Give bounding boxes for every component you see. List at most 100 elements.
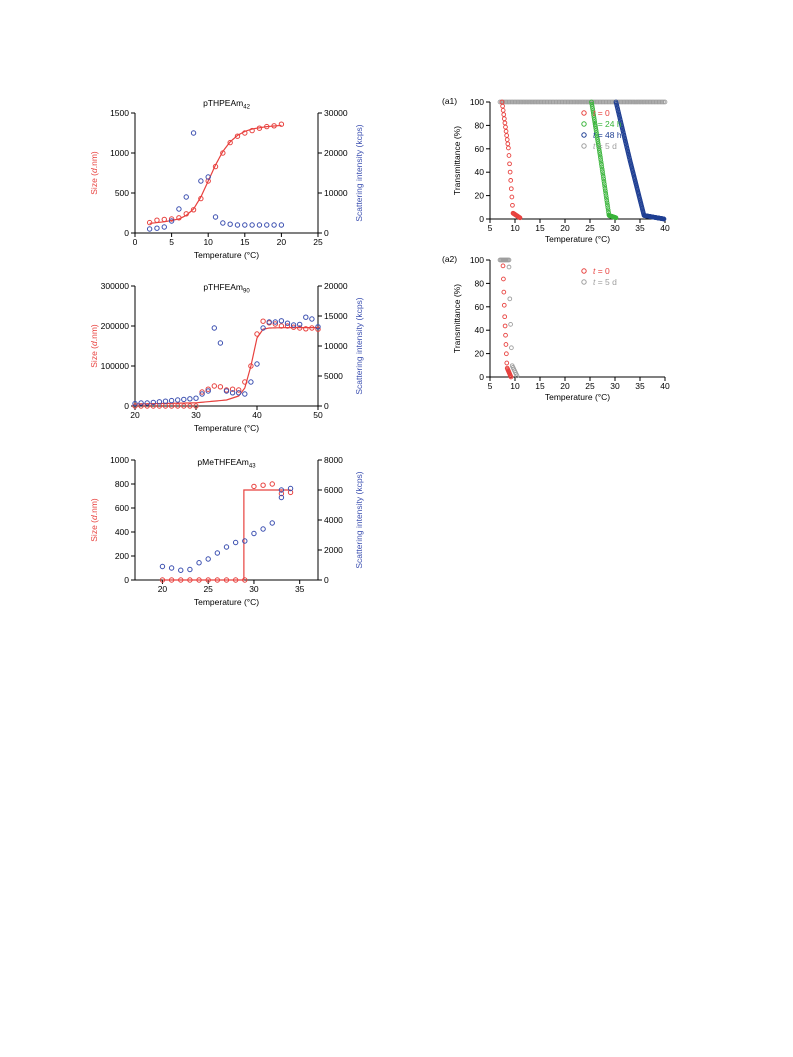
transmittance-point — [502, 323, 508, 329]
transmittance-point — [562, 99, 568, 105]
transmittance-point — [501, 302, 507, 308]
chart-methfeam: pMeTHFEAm43 20 25 30 35 0 200 400 600 800 1000 0 200… — [89, 455, 364, 607]
transmittance-point — [592, 119, 598, 125]
size-point — [251, 483, 257, 490]
transmittance-point — [597, 150, 603, 155]
x-tick-label: 40 — [660, 223, 670, 233]
transmittance-point — [595, 139, 601, 144]
intensity-point — [211, 325, 218, 331]
intensity-point — [284, 320, 291, 326]
transmittance-point — [504, 137, 510, 142]
intensity-point — [198, 178, 204, 184]
size-point — [309, 325, 315, 331]
transmittance-point — [589, 101, 595, 107]
transmittance-point — [589, 99, 594, 105]
transmittance-point — [565, 99, 571, 105]
intensity-point — [236, 390, 242, 396]
transmittance-point — [597, 99, 603, 105]
transmittance-point — [604, 200, 610, 206]
y-tick-label: 40 — [475, 325, 485, 335]
transmittance-point — [561, 99, 566, 105]
intensity-point — [287, 485, 294, 492]
transmittance-point — [527, 99, 533, 105]
legend-marker — [581, 121, 587, 127]
transmittance-point — [627, 99, 633, 105]
x-tick-label: 0 — [133, 237, 138, 247]
transmittance-point — [603, 193, 609, 198]
chart-title: pTHPEAm42 — [203, 98, 250, 111]
x-tick-label: 15 — [240, 237, 250, 247]
transmittance-point — [504, 351, 509, 357]
y-right-axis-label: Scattering intensity (kcps) — [354, 124, 364, 221]
transmittance-point — [591, 117, 597, 122]
intensity-point — [256, 222, 263, 228]
size-point — [168, 577, 175, 583]
y-right-tick-label: 0 — [324, 575, 329, 585]
transmittance-point — [650, 99, 656, 105]
size-point — [290, 324, 297, 330]
y-left-tick-label: 1000 — [110, 455, 129, 465]
transmittance-point — [540, 99, 545, 105]
transmittance-point — [596, 145, 602, 151]
size-point — [287, 489, 294, 496]
x-axis-label: Temperature (°C) — [194, 597, 259, 607]
transmittance-point — [644, 99, 650, 105]
transmittance-point — [507, 161, 512, 167]
transmittance-point — [591, 112, 596, 118]
transmittance-point — [549, 99, 554, 105]
transmittance-point — [613, 215, 619, 221]
transmittance-point — [583, 99, 589, 105]
chart-title-subscript: 90 — [243, 289, 250, 295]
intensity-point — [266, 319, 272, 325]
transmittance-point — [511, 99, 516, 105]
x-axis-label: Temperature (°C) — [194, 423, 259, 433]
x-tick-label: 50 — [313, 410, 323, 420]
transmittance-point — [638, 99, 644, 105]
transmittance-point — [506, 257, 512, 263]
transmittance-point — [593, 126, 599, 131]
transmittance-point — [524, 99, 530, 105]
transmittance-point — [608, 99, 613, 105]
transmittance-point — [503, 124, 508, 130]
transmittance-point — [555, 99, 560, 105]
transmittance-point — [652, 99, 657, 105]
transmittance-point — [600, 99, 606, 105]
intensity-point — [146, 226, 153, 232]
transmittance-point — [636, 99, 642, 105]
transmittance-point — [605, 99, 610, 105]
intensity-point — [205, 388, 211, 394]
intensity-point — [161, 224, 167, 230]
size-point — [271, 123, 277, 129]
transmittance-point — [606, 99, 612, 105]
size-point — [284, 323, 291, 329]
size-point — [138, 403, 144, 409]
transmittance-point — [507, 296, 513, 302]
transmittance-point — [598, 157, 604, 162]
y-left-tick-label: 200 — [115, 551, 129, 561]
transmittance-point — [605, 207, 611, 213]
y-right-tick-label: 2000 — [324, 545, 343, 555]
transmittance-point — [662, 99, 668, 105]
size-point — [212, 163, 219, 170]
size-point — [161, 216, 167, 223]
panel-label: (a1) — [442, 96, 457, 106]
size-point — [214, 577, 221, 583]
transmittance-point — [559, 99, 565, 105]
transmittance-point — [579, 99, 585, 105]
transmittance-point — [501, 289, 507, 295]
legend-label: t = 0 — [593, 266, 610, 276]
y-axis-label: Transmittance (%) — [452, 284, 462, 353]
transmittance-point — [512, 99, 518, 105]
y-tick-label: 20 — [475, 349, 485, 359]
transmittance-point — [510, 202, 515, 208]
transmittance-point — [509, 194, 515, 200]
intensity-point — [154, 225, 160, 231]
size-point — [193, 403, 199, 409]
transmittance-point — [602, 186, 608, 191]
x-tick-label: 40 — [660, 381, 670, 391]
intensity-point — [278, 494, 285, 501]
transmittance-point — [626, 99, 632, 105]
intensity-point — [156, 399, 163, 405]
transmittance-point — [501, 116, 507, 122]
